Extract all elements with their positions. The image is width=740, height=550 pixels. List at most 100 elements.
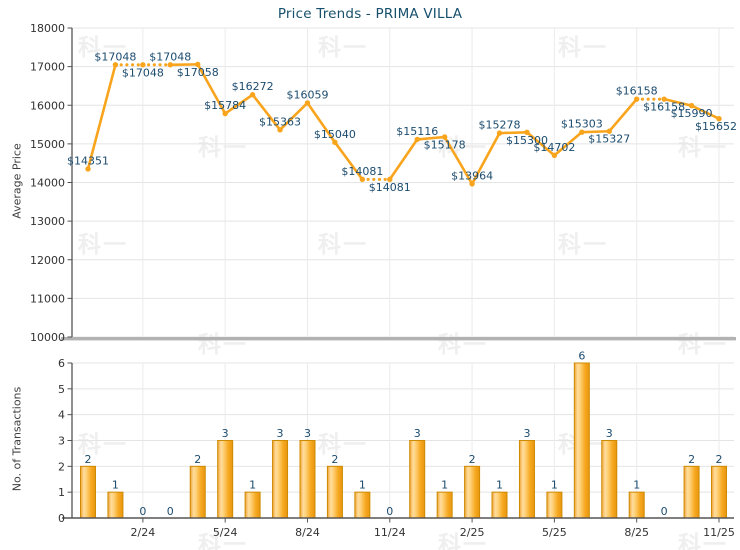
transaction-bar: [80, 465, 96, 519]
price-point-label: $16158: [616, 85, 658, 98]
txn-value-label: 1: [633, 479, 640, 492]
txn-x-tick-label: 2/25: [460, 526, 485, 539]
txn-value-label: 2: [85, 453, 92, 466]
price-point-label: $14081: [341, 165, 383, 178]
data-point-marker: [304, 100, 311, 106]
transaction-bar: [299, 440, 316, 519]
data-point-marker: [579, 129, 585, 135]
price-data-labels: $14351 $17048 $17048 $17048 $17058 $15784 $162…: [67, 50, 737, 194]
data-point-marker: [332, 139, 338, 146]
txn-value-label: 2: [331, 453, 338, 466]
txn-bars: [80, 362, 727, 519]
price-point-label: $16059: [286, 88, 328, 101]
data-point-marker: [414, 136, 420, 143]
txn-value-label: 1: [496, 479, 503, 492]
txn-value-label: 1: [441, 479, 448, 492]
txn-x-tick-label: 8/24: [295, 526, 320, 539]
transaction-bar: [573, 362, 590, 519]
txn-value-label: 3: [606, 427, 613, 440]
txn-value-label: 0: [386, 505, 393, 518]
price-point-label: $15040: [314, 128, 356, 141]
txn-value-label: 3: [222, 427, 229, 440]
data-point-marker: [112, 62, 119, 68]
price-y-axis: 18000 17000 16000 15000 14000 13000 12000 11000…: [30, 22, 73, 344]
transaction-bar: [601, 440, 618, 519]
transaction-bar: [628, 491, 645, 519]
data-point-marker: [469, 181, 475, 187]
price-y-tick-label: 16000: [30, 99, 65, 112]
price-point-label: $15178: [424, 138, 466, 151]
price-chart-baseline: [61, 337, 736, 341]
data-point-marker: [496, 130, 503, 136]
price-point-label: $17048: [94, 50, 136, 63]
data-point-marker: [551, 152, 558, 159]
txn-value-label: 3: [304, 427, 311, 440]
data-point-marker: [222, 110, 228, 117]
chart-title: Price Trends - PRIMA VILLA: [277, 6, 463, 22]
transaction-bar: [436, 491, 453, 519]
price-point-label: $16272: [232, 80, 274, 93]
transaction-bar: [683, 465, 700, 519]
price-point-label: $17048: [149, 50, 191, 63]
price-point-label: $14081: [369, 181, 411, 194]
txn-value-label: 1: [551, 479, 558, 492]
txn-y-tick-label: 0: [58, 512, 65, 525]
price-line-series: [85, 61, 722, 187]
txn-x-tick-label: 8/25: [624, 526, 649, 539]
price-y-tick-label: 13000: [30, 215, 65, 228]
price-point-label: $17048: [122, 66, 164, 79]
txn-value-labels: 2 1 0 0 2 3 1 3 3 2 1 0 3 1 2 1 3 1 6 3 1 0 2 2: [85, 350, 723, 518]
price-point-label: $15278: [479, 119, 521, 132]
data-point-marker: [85, 166, 91, 172]
transaction-bar: [107, 491, 124, 519]
price-y-tick-label: 15000: [30, 138, 65, 151]
price-point-label: $15363: [259, 115, 301, 128]
data-point-marker: [661, 96, 667, 102]
price-point-label: $17058: [177, 66, 219, 79]
data-point-marker: [140, 62, 146, 68]
price-y-tick-label: 17000: [30, 61, 65, 74]
txn-value-label: 1: [359, 479, 366, 492]
price-point-label: $15652: [695, 120, 737, 133]
price-point-label: $15300: [506, 134, 548, 147]
txn-value-label: 1: [112, 479, 119, 492]
txn-x-tick-label: 2/24: [131, 526, 156, 539]
data-point-marker: [249, 92, 256, 98]
txn-y-tick-label: 6: [58, 357, 65, 370]
txn-x-tick-label: 11/24: [374, 526, 406, 539]
data-point-marker: [716, 115, 722, 122]
price-y-tick-label: 12000: [30, 254, 65, 267]
txn-y-tick-label: 1: [58, 486, 65, 499]
txn-y-tick-label: 3: [58, 435, 65, 448]
transaction-bar: [217, 440, 234, 519]
txn-value-label: 3: [277, 427, 284, 440]
data-point-marker: [277, 127, 283, 133]
txn-value-label: 0: [167, 505, 174, 518]
price-trend-chart: 18000 17000 16000 15000 14000 13000 12000 11000…: [30, 22, 737, 344]
price-point-label: $15990: [671, 107, 713, 120]
transaction-bar: [409, 440, 426, 519]
transaction-bar: [354, 491, 371, 519]
txn-value-label: 2: [469, 453, 476, 466]
price-point-label: $15116: [396, 125, 438, 138]
price-y-tick-label: 14000: [30, 177, 65, 190]
data-point-marker: [688, 102, 695, 109]
transaction-bar: [711, 465, 727, 519]
txn-value-label: 2: [194, 453, 201, 466]
price-point-label: $15327: [588, 133, 630, 146]
txn-value-label: 2: [716, 453, 723, 466]
price-y-tick-label: 11000: [30, 292, 65, 305]
txn-value-label: 1: [249, 479, 256, 492]
transaction-bar: [464, 465, 481, 519]
txn-y-tick-label: 5: [58, 383, 65, 396]
price-y-tick-label: 18000: [30, 22, 65, 35]
price-y-tick-label: 10000: [30, 331, 65, 344]
price-point-label: $15784: [204, 99, 246, 112]
txn-value-label: 3: [523, 427, 530, 440]
price-point-label: $14702: [533, 141, 575, 154]
data-point-marker: [195, 61, 201, 68]
txn-x-tick-label: 5/24: [213, 526, 238, 539]
data-point-marker: [167, 62, 174, 68]
transaction-bar: [326, 465, 343, 519]
